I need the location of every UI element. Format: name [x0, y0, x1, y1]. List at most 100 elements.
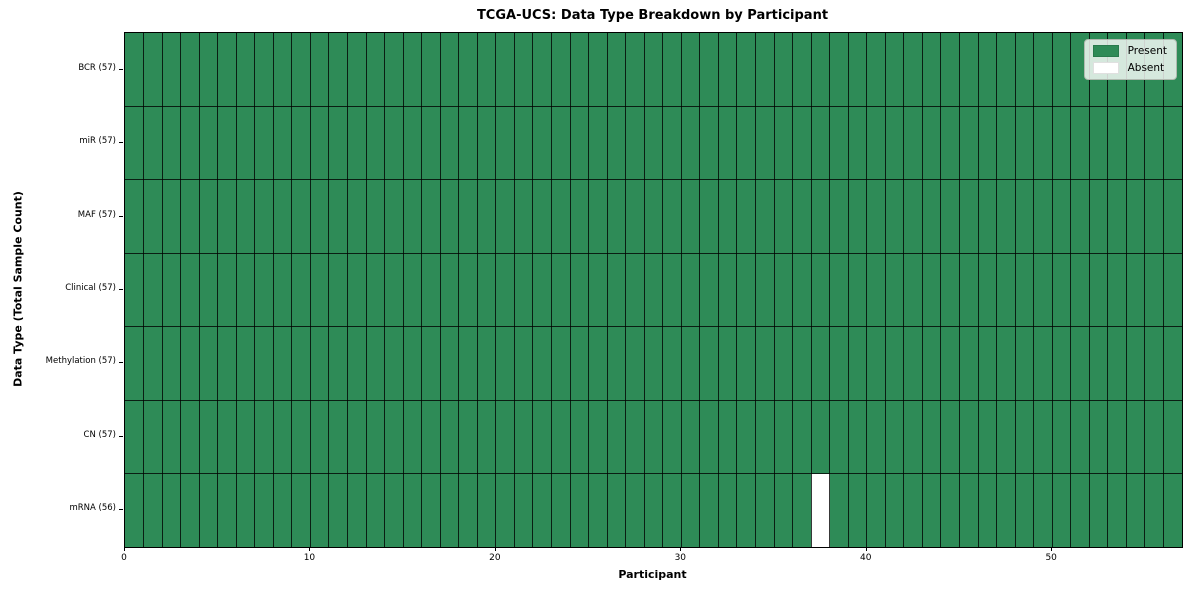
legend-item-present: Present: [1092, 45, 1167, 57]
grid-line: [365, 33, 367, 547]
grid-line: [1162, 33, 1164, 547]
x-tick-mark: [309, 547, 311, 551]
grid-line: [903, 33, 905, 547]
grid-line: [996, 33, 998, 547]
grid-line: [699, 33, 701, 547]
grid-line: [235, 33, 237, 547]
grid-line: [662, 33, 664, 547]
grid-line: [532, 33, 534, 547]
x-tick-label: 10: [303, 553, 316, 563]
x-tick-mark: [1051, 547, 1053, 551]
grid-line: [421, 33, 423, 547]
y-tick-label: Clinical (57): [65, 283, 116, 293]
y-tick-mark: [119, 435, 123, 437]
x-axis-label: Participant: [618, 568, 687, 581]
x-tick-mark: [124, 547, 125, 551]
x-tick-mark: [494, 547, 496, 551]
grid-line: [384, 33, 386, 547]
grid-line: [476, 33, 478, 547]
grid-line: [792, 33, 794, 547]
y-tick-label: mRNA (56): [69, 503, 116, 514]
grid-line: [143, 33, 145, 547]
y-tick-mark: [119, 215, 123, 217]
legend: Present Absent: [1083, 39, 1177, 80]
grid-line: [125, 179, 1182, 181]
y-tick-label: CN (57): [83, 429, 116, 440]
grid-line: [810, 33, 812, 547]
grid-line: [866, 33, 868, 547]
grid-line: [254, 33, 256, 547]
grid-line: [958, 33, 960, 547]
y-tick-mark: [119, 509, 123, 511]
absent-swatch: [1092, 62, 1119, 74]
grid-line: [754, 33, 756, 547]
grid-line: [606, 33, 608, 547]
grid-line: [458, 33, 460, 547]
x-tick-mark: [865, 547, 867, 551]
grid-line: [736, 33, 738, 547]
grid-line: [309, 33, 311, 547]
grid-line: [588, 33, 590, 547]
legend-label-absent: Absent: [1127, 62, 1165, 74]
grid-line: [1144, 33, 1146, 547]
legend-label-present: Present: [1127, 45, 1167, 57]
grid-line: [829, 33, 831, 547]
chart-title: TCGA-UCS: Data Type Breakdown by Partici…: [476, 8, 829, 23]
x-tick-label: 50: [1045, 553, 1057, 563]
grid-line: [940, 33, 942, 547]
absent-cell: [811, 473, 830, 547]
grid-line: [847, 33, 849, 547]
y-tick-label: miR (57): [79, 136, 116, 147]
y-tick-mark: [119, 142, 123, 144]
grid-line: [495, 33, 497, 547]
grid-line: [1051, 33, 1053, 547]
grid-line: [1088, 33, 1090, 547]
grid-line: [884, 33, 886, 547]
y-tick-mark: [119, 68, 123, 70]
grid-line: [217, 33, 219, 547]
y-tick-label: MAF (57): [77, 209, 116, 220]
present-swatch: [1092, 45, 1119, 57]
plot-area: Present Absent: [124, 32, 1183, 548]
y-tick-mark: [119, 289, 123, 290]
grid-line: [1014, 33, 1016, 547]
grid-line: [125, 399, 1182, 401]
x-tick-mark: [680, 547, 682, 551]
grid-line: [161, 33, 163, 547]
grid-line: [291, 33, 293, 547]
grid-line: [717, 33, 719, 547]
grid-line: [643, 33, 645, 547]
grid-line: [1125, 33, 1127, 547]
grid-line: [625, 33, 627, 547]
y-tick-label: BCR (57): [78, 62, 116, 73]
grid-line: [125, 473, 1182, 475]
grid-line: [125, 326, 1182, 328]
grid-line: [272, 33, 274, 547]
grid-line: [328, 33, 330, 547]
x-tick-label: 40: [860, 553, 872, 563]
grid-line: [513, 33, 515, 547]
grid-line: [680, 33, 682, 547]
grid-line: [773, 33, 775, 547]
grid-line: [402, 33, 404, 547]
x-tick-label: 20: [489, 553, 501, 563]
grid-line: [125, 252, 1182, 254]
x-tick-label: 30: [674, 553, 687, 563]
grid-line: [1070, 33, 1072, 547]
grid-line: [551, 33, 552, 547]
y-tick-mark: [119, 362, 123, 364]
legend-item-absent: Absent: [1092, 62, 1167, 74]
grid-line: [977, 33, 979, 547]
grid-line: [1107, 33, 1109, 547]
grid-line: [347, 33, 349, 547]
x-tick-label: 0: [121, 553, 127, 563]
y-tick-label: Methylation (57): [45, 356, 116, 367]
grid-line: [439, 33, 441, 547]
grid-line: [569, 33, 571, 547]
grid-line: [180, 33, 182, 547]
grid-line: [198, 33, 200, 547]
grid-line: [1033, 33, 1035, 547]
grid-line: [125, 105, 1182, 107]
grid-line: [921, 33, 923, 547]
